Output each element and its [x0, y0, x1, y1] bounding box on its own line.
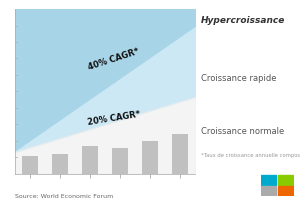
Text: Croissance rapide: Croissance rapide	[201, 74, 277, 83]
Text: Croissance normale: Croissance normale	[201, 126, 284, 135]
Bar	[172, 134, 188, 174]
Bar	[82, 147, 98, 174]
FancyBboxPatch shape	[278, 175, 292, 185]
Bar	[112, 148, 128, 174]
FancyBboxPatch shape	[261, 175, 276, 185]
Text: 20% CAGR*: 20% CAGR*	[87, 110, 141, 127]
Bar	[52, 154, 68, 174]
Bar	[22, 156, 38, 174]
Bar	[142, 141, 158, 174]
Text: Hypercroissance: Hypercroissance	[201, 16, 285, 25]
Text: 40% CAGR*: 40% CAGR*	[87, 46, 141, 71]
FancyBboxPatch shape	[278, 186, 292, 196]
FancyBboxPatch shape	[261, 186, 276, 196]
Text: Source: World Economic Forum: Source: World Economic Forum	[15, 193, 113, 198]
Text: *Taux de croissance annuelle composé: *Taux de croissance annuelle composé	[201, 152, 300, 157]
